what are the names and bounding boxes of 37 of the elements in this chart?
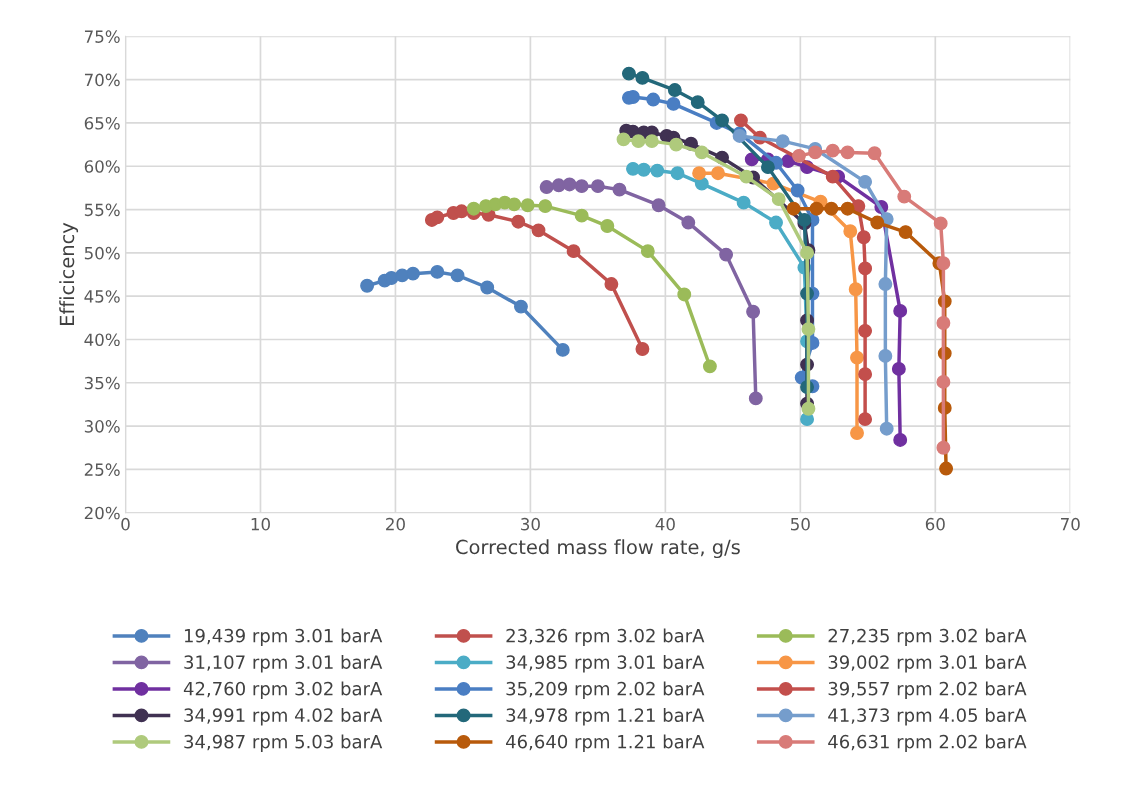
y-tick-label: 30%: [84, 420, 120, 433]
x-tick-label: 10: [251, 517, 270, 531]
y-tick-label: 35%: [84, 376, 120, 390]
legend-label: 19,439 rpm 3.01 barA: [184, 628, 383, 646]
y-axis-title: Efficicency: [59, 222, 79, 325]
y-tick-label: 20%: [84, 506, 120, 520]
x-axis-title: Corrected mass flow rate, g/s: [456, 539, 740, 559]
legend-label: 35,209 rpm 2.02 barA: [506, 681, 705, 699]
y-tick-label: 55%: [84, 203, 120, 217]
legend-label: 27,235 rpm 3.02 barA: [828, 628, 1027, 646]
y-tick-label: 65%: [84, 116, 120, 130]
y-tick-label: 25%: [84, 463, 120, 476]
legend-label: 39,557 rpm 2.02 barA: [828, 681, 1027, 699]
legend-label: 46,640 rpm 1.21 barA: [506, 734, 705, 752]
legend-label: 42,760 rpm 3.02 barA: [183, 681, 383, 699]
x-tick-label: 20: [386, 517, 405, 531]
x-tick-label: 30: [521, 517, 540, 531]
y-tick-label: 50%: [84, 246, 120, 260]
x-tick-label: 60: [925, 517, 945, 531]
legend-label: 34,987 rpm 5.03 barA: [184, 734, 383, 752]
legend-label: 39,002 rpm 3.01 barA: [828, 655, 1027, 673]
y-tick-label: 45%: [84, 290, 120, 303]
y-tick-label: 60%: [84, 160, 120, 173]
legend-label: 23,326 rpm 3.02 barA: [506, 628, 705, 646]
legend-label: 31,107 rpm 3.01 barA: [184, 655, 383, 673]
x-tick-label: 50: [791, 517, 810, 531]
legend-label: 46,631 rpm 2.02 barA: [828, 734, 1027, 752]
legend-label: 41,373 rpm 4.05 barA: [828, 708, 1027, 726]
legend-label: 34,985 rpm 3.01 barA: [506, 655, 705, 673]
x-tick-label: 0: [121, 517, 130, 531]
y-tick-label: 70%: [84, 73, 120, 87]
legend-label: 34,991 rpm 4.02 barA: [184, 708, 383, 726]
y-tick-label: 75%: [84, 30, 120, 43]
legend-label: 34,978 rpm 1.21 barA: [506, 708, 705, 726]
y-tick-label: 40%: [84, 333, 120, 347]
x-tick-label: 40: [655, 517, 675, 531]
x-tick-label: 70: [1061, 517, 1080, 531]
